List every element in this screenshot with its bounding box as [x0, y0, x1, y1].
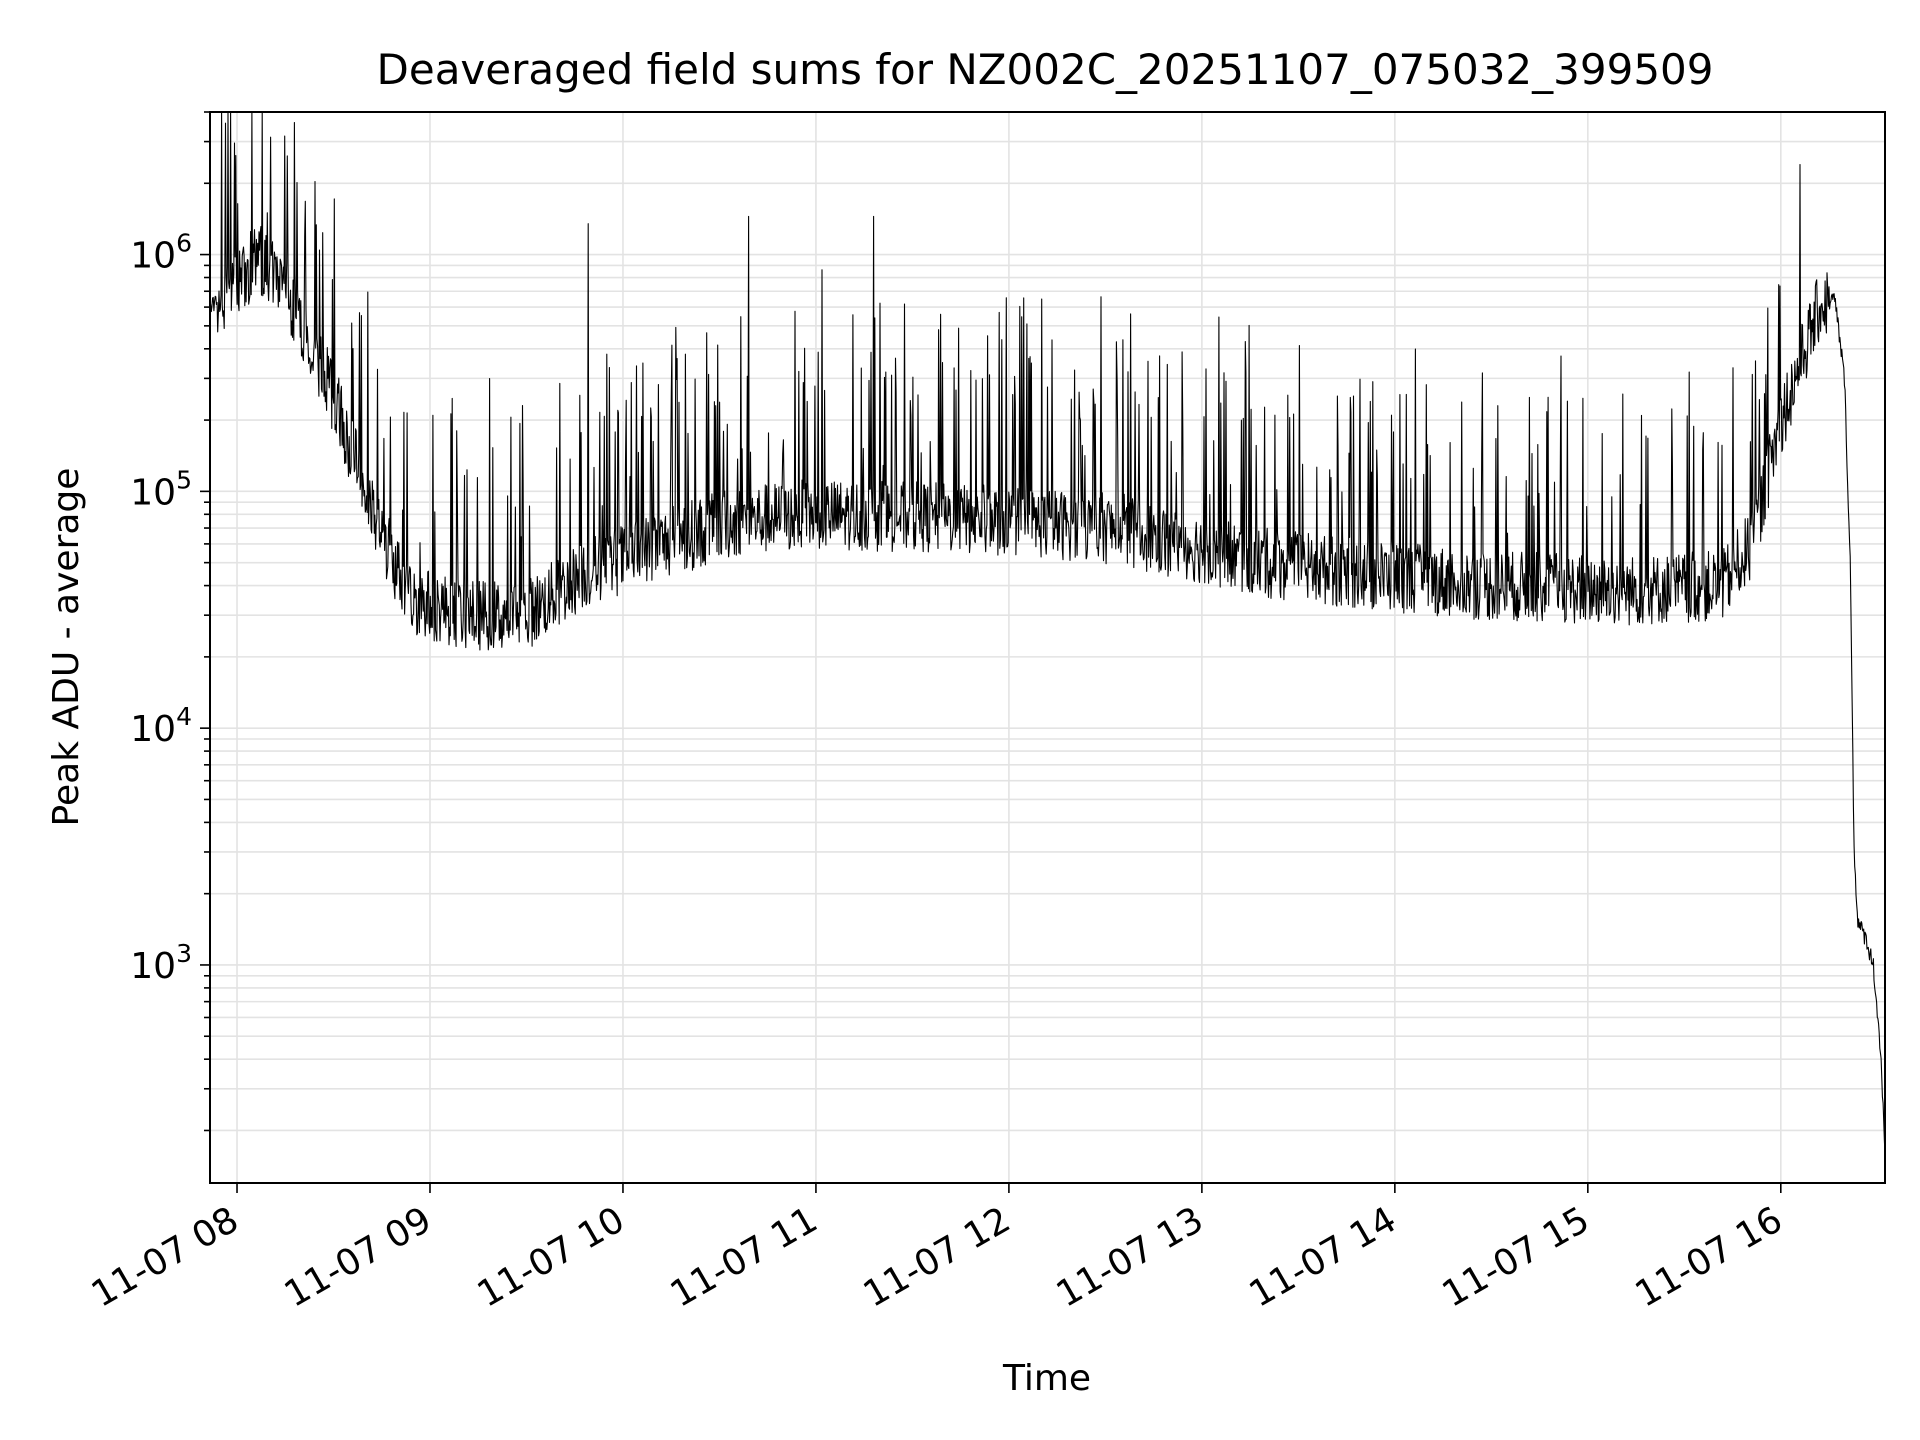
y-axis-label: Peak ADU - average — [46, 468, 87, 827]
y-tick-label: 103 — [130, 939, 192, 987]
y-tick-label: 105 — [130, 465, 192, 513]
y-tick-label: 104 — [130, 702, 192, 750]
data-line — [209, 111, 1886, 1155]
x-axis-label: Time — [1002, 1358, 1091, 1399]
plot-frame — [209, 111, 1886, 1184]
y-tick-label: 106 — [130, 229, 192, 277]
gridlines — [210, 111, 1885, 1183]
chart-title: Deaveraged field sums for NZ002C_2025110… — [377, 45, 1714, 94]
series — [209, 111, 1886, 1155]
